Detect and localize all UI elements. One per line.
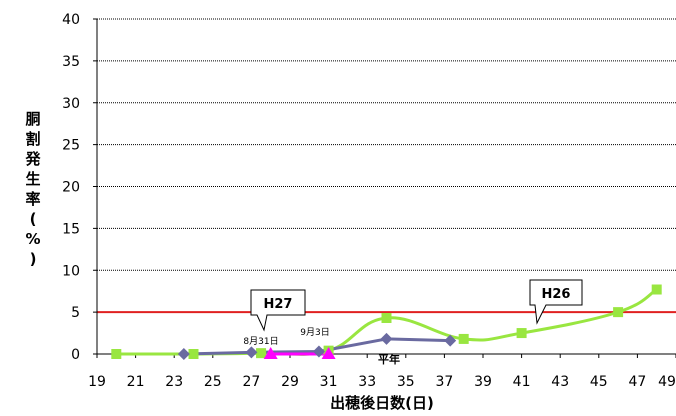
point-H26-4 [381,312,392,323]
point-平年-1 [245,346,258,359]
point-H26-6 [516,328,527,339]
y-tick-labels: 0 5 10 15 20 25 30 35 40 [62,12,80,363]
ann-heinen: 平年 [378,352,400,366]
point-H26-1 [188,349,199,359]
y-tick-label-8: 40 [62,12,80,28]
y-axis-title: 胴割発生率(%) [24,110,41,268]
point-H26-2 [256,348,267,359]
grid-lines [97,18,676,313]
x-tick-labels: 19 21 23 25 27 29 31 33 35 37 39 41 43 45 47 49 [88,374,676,390]
point-H27-1 [321,347,336,359]
y-tick-label-4: 20 [62,180,80,196]
ann-sep3: 9月3日 [300,327,329,338]
x-tick-label-5: 29 [281,374,299,390]
ann-aug31: 8月31日 [243,336,278,347]
x-tick-label-9: 37 [435,374,453,390]
markers-layer [111,284,662,360]
y-tick-label-1: 5 [71,305,80,321]
x-tick-label-0: 19 [88,374,106,390]
x-tick-label-8: 35 [397,374,415,390]
point-平年-3 [380,332,393,345]
point-平年-4 [444,334,457,347]
y-tick-label-5: 25 [62,138,80,154]
point-H26-8 [651,284,662,295]
point-H26-5 [458,333,469,344]
x-tick-label-15: 49 [658,374,676,390]
x-tick-label-6: 31 [320,374,338,390]
y-tick-label-6: 30 [62,96,80,112]
y-tick-label-0: 0 [71,347,80,363]
x-tick-label-1: 21 [127,374,145,390]
x-tick-label-10: 39 [474,374,492,390]
point-平年-2 [312,345,325,358]
x-tick-label-13: 45 [590,374,608,390]
y-tick-label-3: 15 [62,221,80,237]
svg-text:H27: H27 [264,297,293,312]
x-tick-label-2: 23 [165,374,183,390]
x-tick-label-12: 43 [551,374,569,390]
axes [93,18,676,358]
y-tick-label-7: 35 [62,54,80,70]
callout-h27: H27 [250,289,306,332]
svg-text:H26: H26 [542,287,571,302]
point-H27-0 [263,347,278,359]
x-tick-label-7: 33 [358,374,376,390]
x-tick-label-14: 47 [628,374,646,390]
x-tick-label-4: 27 [242,374,260,390]
point-平年-0 [177,348,190,360]
y-tick-label-2: 10 [62,263,80,279]
callout-h26: H26 [529,279,583,325]
point-H26-0 [111,349,122,359]
point-H26-7 [613,307,624,318]
x-tick-label-3: 25 [204,374,222,390]
x-tick-label-11: 41 [513,374,531,390]
x-axis-title: 出穂後日数(日) [330,394,434,412]
